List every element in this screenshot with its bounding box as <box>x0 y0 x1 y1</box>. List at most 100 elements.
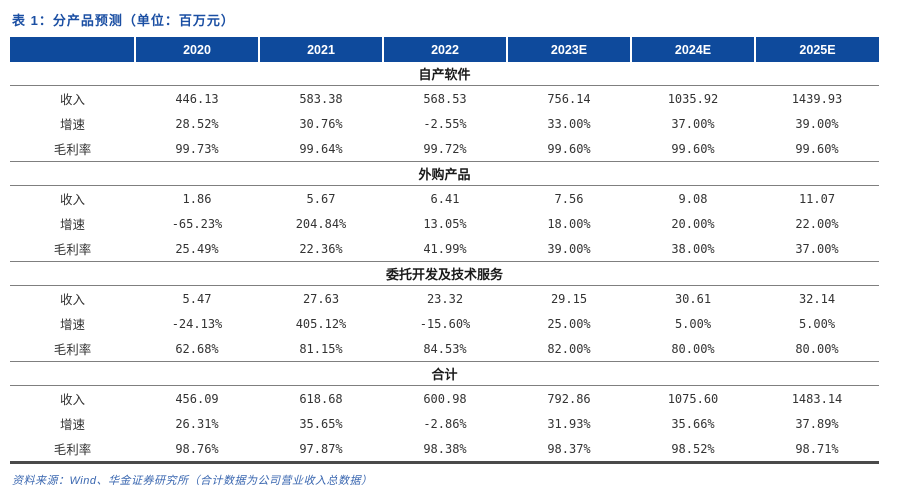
row-label: 收入 <box>59 293 85 307</box>
row-label: 增速 <box>59 218 85 232</box>
value-cell: 27.63 <box>302 291 340 306</box>
section-header-row: 合计 <box>10 361 879 386</box>
year-header-row: 2020 2021 2022 2023E 2024E 2025E <box>10 37 879 62</box>
row-label: 收入 <box>59 193 85 207</box>
value-cell: 5.47 <box>182 291 212 306</box>
col-header-2023e: 2023E <box>506 37 631 62</box>
row-label: 毛利率 <box>53 343 92 357</box>
value-cell: 23.32 <box>426 291 464 306</box>
value-cell: 204.84% <box>295 216 347 231</box>
value-cell: 41.99% <box>423 241 467 256</box>
value-cell: -2.55% <box>423 116 467 131</box>
value-cell: 618.68 <box>299 391 343 406</box>
value-cell: 25.49% <box>175 241 219 256</box>
value-cell: 1.86 <box>182 191 212 206</box>
value-cell: 446.13 <box>175 91 219 106</box>
table-row: 毛利率 99.73% 99.64% 99.72% 99.60% 99.60% 99.60% <box>10 136 879 162</box>
value-cell: -65.23% <box>171 216 223 231</box>
value-cell: 99.60% <box>795 141 839 156</box>
row-label: 增速 <box>59 418 85 432</box>
section-title: 合计 <box>10 361 879 386</box>
section-header-row: 外购产品 <box>10 161 879 186</box>
table-row: 毛利率 25.49% 22.36% 41.99% 39.00% 38.00% 37.00% <box>10 236 879 262</box>
section-header-row: 自产软件 <box>10 62 879 86</box>
col-header-2021: 2021 <box>258 37 383 62</box>
row-label: 毛利率 <box>53 243 92 257</box>
value-cell: 5.00% <box>798 316 836 331</box>
value-cell: 25.00% <box>547 316 591 331</box>
value-cell: 9.08 <box>678 191 708 206</box>
value-cell: 1483.14 <box>791 391 843 406</box>
value-cell: 5.00% <box>674 316 712 331</box>
table-row: 增速 -24.13% 405.12% -15.60% 25.00% 5.00% 5.00% <box>10 311 879 336</box>
value-cell: 1035.92 <box>667 91 719 106</box>
value-cell: 99.60% <box>547 141 591 156</box>
value-cell: 456.09 <box>175 391 219 406</box>
value-cell: 30.76% <box>299 116 343 131</box>
value-cell: 98.52% <box>671 441 715 456</box>
value-cell: 32.14 <box>798 291 836 306</box>
value-cell: 39.00% <box>547 241 591 256</box>
value-cell: 568.53 <box>423 91 467 106</box>
table-row: 毛利率 62.68% 81.15% 84.53% 82.00% 80.00% 80.00% <box>10 336 879 362</box>
table-row: 增速 26.31% 35.65% -2.86% 31.93% 35.66% 37.89% <box>10 411 879 436</box>
product-forecast-table: 2020 2021 2022 2023E 2024E 2025E 自产软件收入 4… <box>10 37 879 464</box>
value-cell: 583.38 <box>299 91 343 106</box>
row-label: 收入 <box>59 393 85 407</box>
value-cell: 26.31% <box>175 416 219 431</box>
value-cell: 39.00% <box>795 116 839 131</box>
table-title-text: 分产品预测（单位：百万元） <box>52 13 235 28</box>
value-cell: 13.05% <box>423 216 467 231</box>
row-label: 毛利率 <box>53 443 92 457</box>
value-cell: 30.61 <box>674 291 712 306</box>
table-row: 收入 446.13 583.38 568.53 756.14 1035.92 1439.93 <box>10 86 879 112</box>
value-cell: 33.00% <box>547 116 591 131</box>
table-row: 收入 456.09 618.68 600.98 792.86 1075.60 1483.14 <box>10 386 879 412</box>
value-cell: 37.00% <box>671 116 715 131</box>
source-note: 资料来源：Wind、华金证券研究所（合计数据为公司营业收入总数据） <box>12 475 373 487</box>
row-label: 增速 <box>59 318 85 332</box>
value-cell: 11.07 <box>798 191 836 206</box>
table-row: 增速 -65.23% 204.84% 13.05% 18.00% 20.00% 22.00% <box>10 211 879 236</box>
value-cell: -2.86% <box>423 416 467 431</box>
table-row: 增速 28.52% 30.76% -2.55% 33.00% 37.00% 39.00% <box>10 111 879 136</box>
value-cell: 756.14 <box>547 91 591 106</box>
col-header-2024e: 2024E <box>630 37 755 62</box>
value-cell: 600.98 <box>423 391 467 406</box>
value-cell: 1075.60 <box>667 391 719 406</box>
value-cell: 97.87% <box>299 441 343 456</box>
value-cell: 62.68% <box>175 341 219 356</box>
table-row: 毛利率 98.76% 97.87% 98.38% 98.37% 98.52% 98.71% <box>10 436 879 463</box>
value-cell: 98.38% <box>423 441 467 456</box>
value-cell: 82.00% <box>547 341 591 356</box>
table-title-prefix: 表 1： <box>12 13 53 28</box>
value-cell: -15.60% <box>419 316 471 331</box>
value-cell: 81.15% <box>299 341 343 356</box>
col-header-2020: 2020 <box>134 37 259 62</box>
value-cell: 18.00% <box>547 216 591 231</box>
table-row: 收入 1.86 5.67 6.41 7.56 9.08 11.07 <box>10 186 879 212</box>
value-cell: 35.65% <box>299 416 343 431</box>
section-title: 外购产品 <box>10 161 879 186</box>
value-cell: 98.37% <box>547 441 591 456</box>
col-header-2025e: 2025E <box>754 37 879 62</box>
table-row: 收入 5.47 27.63 23.32 29.15 30.61 32.14 <box>10 286 879 312</box>
col-header-2022: 2022 <box>382 37 507 62</box>
value-cell: 37.00% <box>795 241 839 256</box>
value-cell: 22.00% <box>795 216 839 231</box>
value-cell: 98.76% <box>175 441 219 456</box>
value-cell: 35.66% <box>671 416 715 431</box>
section-title: 委托开发及技术服务 <box>10 261 879 286</box>
value-cell: 6.41 <box>430 191 460 206</box>
value-cell: 38.00% <box>671 241 715 256</box>
section-header-row: 委托开发及技术服务 <box>10 261 879 286</box>
value-cell: 20.00% <box>671 216 715 231</box>
value-cell: 84.53% <box>423 341 467 356</box>
value-cell: -24.13% <box>171 316 223 331</box>
value-cell: 80.00% <box>671 341 715 356</box>
value-cell: 37.89% <box>795 416 839 431</box>
value-cell: 1439.93 <box>791 91 843 106</box>
row-label: 收入 <box>59 93 85 107</box>
row-label: 毛利率 <box>53 143 92 157</box>
